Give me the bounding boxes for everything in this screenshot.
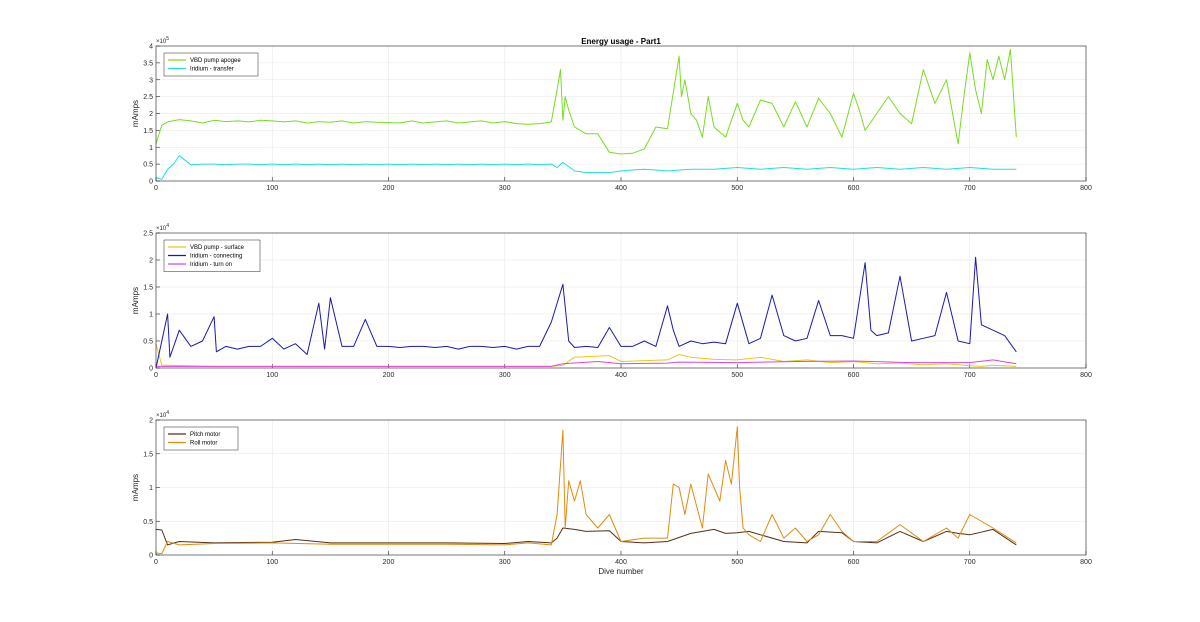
legend-entry: Iridium - connecting (190, 254, 242, 260)
legend-box (163, 52, 259, 77)
legend-entry: Roll motor (190, 441, 217, 447)
legend-entry: VBD pump apogee (190, 58, 241, 64)
y-tick-label: 0.5 (143, 339, 153, 346)
series-line-1 (155, 527, 1017, 546)
y-exponent-label: ×105 (156, 36, 169, 45)
x-tick-label: 700 (964, 185, 976, 192)
x-tick-label: 600 (848, 372, 860, 379)
axes-frame (155, 232, 1087, 369)
x-axis-label: Dive number (598, 567, 644, 576)
x-tick-label: 0 (154, 559, 158, 566)
x-tick-label: 100 (266, 372, 278, 379)
y-tick-label: 1.5 (143, 128, 153, 135)
y-exponent-label: ×104 (156, 223, 169, 232)
figure-title: Energy usage - Part1 (581, 37, 661, 46)
panel-3: 0 100 200 300 400 500 600 700 800 0 0.5 1 1.5 2×104 mA… (131, 410, 1092, 566)
series-line-2 (155, 426, 1017, 555)
x-tick-label: 400 (615, 559, 627, 566)
y-tick-label: 1 (149, 145, 153, 152)
y-tick-label: 0.5 (143, 162, 153, 169)
legend-entry: VBD pump - surface (190, 245, 245, 251)
y-tick-label: 2 (149, 418, 153, 425)
y-tick-label: 1.5 (143, 285, 153, 292)
y-tick-label: 4 (149, 44, 153, 51)
legend-entry: Iridium - turn on (190, 262, 232, 268)
y-tick-label: 2.5 (143, 231, 153, 238)
x-tick-label: 400 (615, 185, 627, 192)
x-tick-label: 700 (964, 372, 976, 379)
x-tick-label: 500 (731, 559, 743, 566)
x-tick-label: 300 (499, 372, 511, 379)
x-tick-label: 200 (383, 185, 395, 192)
x-tick-label: 100 (266, 185, 278, 192)
y-axis-label: mAmps (131, 474, 140, 501)
x-tick-label: 400 (615, 372, 627, 379)
x-tick-label: 200 (383, 559, 395, 566)
axes-frame (155, 45, 1087, 182)
y-tick-label: 2 (149, 111, 153, 118)
panel-2: 0 100 200 300 400 500 600 700 800 0 0.5 1 1.5 2 2.5×10… (131, 223, 1092, 379)
x-tick-label: 600 (848, 185, 860, 192)
x-tick-label: 700 (964, 559, 976, 566)
x-tick-label: 800 (1080, 559, 1092, 566)
x-tick-label: 500 (731, 372, 743, 379)
x-tick-label: 500 (731, 185, 743, 192)
y-tick-label: 1 (149, 485, 153, 492)
legend-entry: Iridium - transfer (190, 67, 234, 73)
series-line-3 (156, 359, 1017, 367)
x-tick-label: 300 (499, 185, 511, 192)
x-tick-label: 200 (383, 372, 395, 379)
legend-box (163, 426, 239, 451)
x-tick-label: 300 (499, 559, 511, 566)
x-tick-label: 0 (154, 185, 158, 192)
axes-frame (155, 419, 1087, 556)
y-exponent-label: ×104 (156, 410, 169, 419)
x-tick-label: 100 (266, 559, 278, 566)
y-tick-label: 0 (149, 179, 153, 186)
legend-entry: Pitch motor (190, 432, 220, 438)
y-tick-label: 0 (149, 366, 153, 373)
y-tick-label: 0 (149, 553, 153, 560)
y-axis-label: mAmps (131, 287, 140, 314)
y-tick-label: 2.5 (143, 94, 153, 101)
panel-1: 0 100 200 300 400 500 600 700 800 0 0.5 1 1.5 2 2.5 3 3.… (131, 36, 1092, 192)
x-tick-label: 600 (848, 559, 860, 566)
series-line-1 (155, 48, 1017, 155)
series-line-2 (155, 155, 1017, 180)
y-tick-label: 1 (149, 312, 153, 319)
y-tick-label: 3 (149, 77, 153, 84)
x-tick-label: 800 (1080, 372, 1092, 379)
y-axis-label: mAmps (131, 100, 140, 127)
x-tick-label: 0 (154, 372, 158, 379)
y-tick-label: 3.5 (143, 60, 153, 67)
series-line-2 (155, 256, 1017, 369)
x-tick-label: 800 (1080, 185, 1092, 192)
y-tick-label: 0.5 (143, 519, 153, 526)
y-tick-label: 2 (149, 258, 153, 265)
y-tick-label: 1.5 (143, 451, 153, 458)
